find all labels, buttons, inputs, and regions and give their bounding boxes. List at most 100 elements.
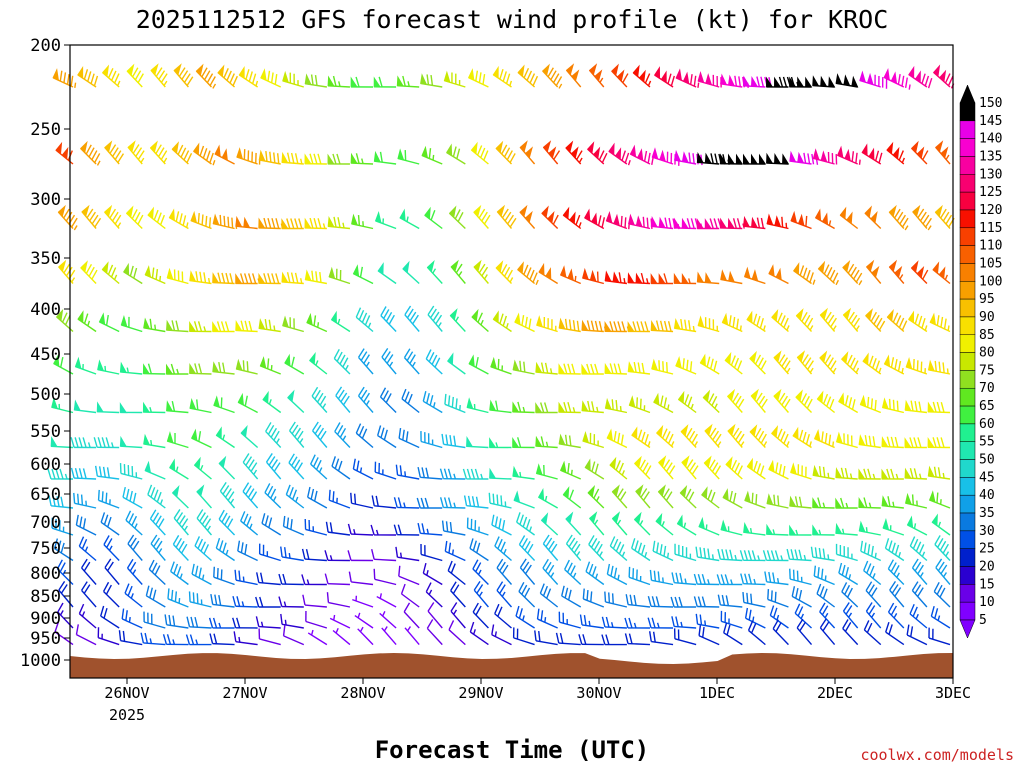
wind-barb — [746, 457, 766, 480]
wind-barb — [425, 582, 443, 608]
wind-barb — [647, 596, 674, 608]
wind-barb — [558, 363, 581, 375]
wind-barb — [167, 588, 189, 608]
wind-barb — [144, 460, 166, 480]
wind-barb — [218, 509, 236, 536]
wind-barb — [859, 70, 888, 89]
wind-barb — [172, 535, 189, 561]
wind-barbs — [47, 63, 955, 646]
wind-barb — [838, 562, 859, 586]
wind-barb — [404, 626, 420, 646]
wind-barb — [589, 511, 605, 536]
wind-barb — [100, 512, 120, 536]
colorbar-tick-label: 145 — [979, 114, 1002, 129]
wind-barb — [328, 489, 351, 509]
wind-barb — [352, 264, 374, 285]
wind-barb — [535, 463, 558, 480]
colorbar-tick-label: 105 — [979, 256, 1002, 271]
wind-barb — [539, 583, 559, 608]
colorbar-tick-label: 45 — [979, 470, 995, 485]
wind-barb — [188, 591, 212, 608]
wind-barb — [816, 583, 836, 608]
wind-barb — [352, 458, 374, 480]
wind-barb — [601, 616, 627, 629]
colorbar-swatch — [959, 263, 976, 282]
wind-barb — [280, 546, 304, 562]
wind-barb — [588, 63, 605, 88]
wind-barb — [120, 314, 143, 333]
wind-barb — [542, 534, 559, 561]
wind-barb — [420, 431, 443, 449]
wind-barb — [912, 204, 932, 231]
wind-barb — [47, 468, 74, 480]
wind-barb — [742, 591, 766, 608]
wind-barb — [633, 511, 651, 536]
wind-barb — [255, 596, 281, 608]
x-axis: 26NOV 27NOV 28NOV 29NOV 30NOV 1DEC 2DEC 3DEC 202… — [104, 678, 971, 724]
wind-barb — [258, 149, 281, 165]
wind-barb — [795, 389, 813, 413]
colorbar-swatch — [959, 566, 976, 585]
wind-barb — [817, 260, 839, 286]
wind-barb — [258, 318, 281, 333]
wind-barb — [905, 356, 928, 375]
wind-barb — [906, 515, 928, 536]
wind-barb — [905, 492, 928, 509]
wind-barb — [123, 262, 143, 285]
wind-barb — [444, 393, 466, 414]
wind-barb — [565, 140, 583, 165]
colorbar-swatch — [959, 494, 976, 514]
wind-barb — [81, 558, 97, 585]
colorbar-tick-label: 40 — [979, 488, 995, 503]
wind-barb — [676, 514, 697, 536]
x-axis-label: Forecast Time (UTC) — [375, 736, 650, 764]
wind-barb — [281, 271, 304, 285]
wind-barb — [258, 543, 281, 562]
wind-barb — [165, 363, 189, 375]
wind-barb — [143, 317, 166, 333]
wind-barb — [77, 66, 99, 88]
wind-barb — [119, 402, 143, 414]
wind-barb — [883, 354, 905, 375]
wind-barb — [555, 632, 581, 646]
wind-barb — [162, 634, 189, 646]
wind-barb — [604, 320, 630, 333]
colorbar-tick-label: 85 — [979, 328, 995, 343]
y-tick-label: 850 — [30, 587, 61, 607]
colorbar-swatch — [959, 156, 976, 175]
wind-barb — [838, 392, 859, 414]
wind-barb — [766, 523, 789, 536]
wind-barb — [578, 634, 604, 646]
wind-barb — [906, 624, 928, 646]
wind-barb — [446, 143, 466, 165]
wind-barb — [357, 626, 374, 646]
wind-barb — [427, 602, 443, 629]
wind-barb — [564, 559, 582, 586]
wind-barb — [534, 630, 558, 646]
wind-barb — [675, 356, 697, 375]
wind-barb — [417, 467, 443, 480]
wind-barb — [416, 497, 443, 509]
wind-barb — [237, 392, 258, 414]
wind-barb — [140, 632, 166, 646]
wind-barb — [702, 389, 720, 414]
wind-barb — [357, 386, 374, 413]
wind-barb — [771, 425, 790, 449]
wind-barb — [884, 538, 905, 562]
wind-barb — [512, 465, 535, 480]
colorbar-tick-label: 75 — [979, 363, 995, 378]
wind-barb — [490, 356, 512, 375]
wind-barb — [441, 433, 466, 449]
wind-barb — [258, 272, 281, 285]
wind-barb — [350, 76, 374, 88]
wind-barb — [421, 145, 443, 165]
wind-barb — [720, 610, 743, 629]
wind-barb — [98, 312, 120, 333]
wind-barb — [512, 436, 535, 449]
wind-barb — [210, 594, 235, 608]
wind-barb — [819, 307, 837, 332]
wind-barb — [265, 422, 282, 448]
colorbar-swatch — [959, 334, 976, 353]
wind-barb — [355, 307, 374, 333]
wind-barb — [420, 73, 443, 88]
